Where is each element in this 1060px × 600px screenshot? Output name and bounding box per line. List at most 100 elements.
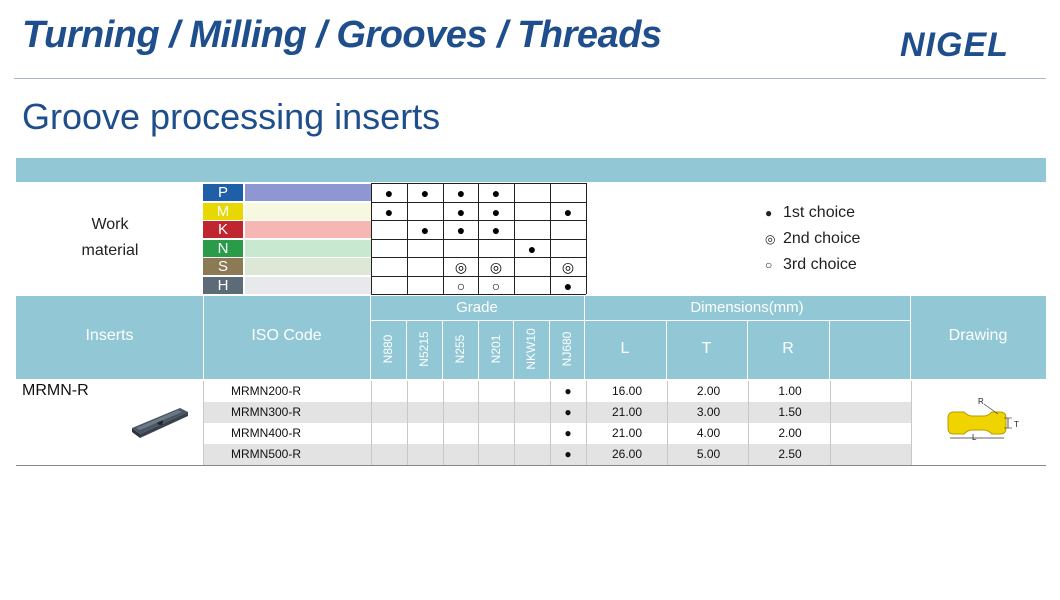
dim-l-cell: 21.00: [611, 405, 643, 419]
grade-nj680: NJ680: [560, 331, 574, 367]
iso-code-cell: MRMN400-R: [231, 426, 302, 440]
insert-name: MRMN-R: [22, 382, 89, 399]
page-header-title: Turning / Milling / Grooves / Threads: [22, 14, 662, 56]
grid-vline: [371, 183, 372, 294]
grade-n880: N880: [381, 334, 395, 364]
col-drawing: Drawing: [948, 327, 1008, 344]
table-grid-vline: [748, 381, 749, 465]
grade-mark: ○: [456, 277, 466, 294]
material-color-bar: [245, 239, 371, 257]
grade-mark: ●: [563, 277, 573, 294]
grade-mark: ●: [491, 203, 501, 220]
material-code-s: S: [203, 258, 243, 275]
iso-code-cell: MRMN500-R: [231, 447, 302, 461]
material-code-m: M: [203, 202, 243, 220]
grade-mark: ●: [456, 185, 466, 201]
material-color-bar: [245, 202, 371, 220]
nj680-mark-cell: ●: [564, 426, 572, 440]
col-grade: Grade: [456, 299, 498, 316]
table-row: MRMN200-R ● 16.00 2.00 1.00: [203, 381, 911, 402]
grid-hline: [371, 294, 586, 295]
table-grid-vline: [203, 381, 204, 465]
grade-n255: N255: [453, 334, 467, 364]
dim-r-cell: 1.50: [778, 405, 802, 419]
grade-mark: ●: [384, 203, 394, 220]
table-grid-vline: [407, 381, 408, 465]
legend-third-choice: ○ 3rd choice: [765, 256, 857, 274]
grade-mark: ●: [491, 222, 501, 238]
work-material-label-line2: material: [81, 242, 139, 259]
grid-vline: [514, 183, 515, 294]
drawing-label-l: L: [972, 433, 977, 442]
table-row: MRMN400-R ● 21.00 4.00 2.00: [203, 423, 911, 444]
dim-t-cell: 3.00: [696, 405, 721, 419]
grade-mark: ●: [491, 185, 501, 201]
col-dimensions: Dimensions(mm): [690, 299, 804, 316]
grade-n5215: N5215: [417, 331, 431, 367]
grid-vline: [478, 183, 479, 294]
grade-mark: ○: [491, 277, 501, 294]
grid-vline: [586, 183, 587, 294]
drawing-label-t: T: [1014, 420, 1019, 429]
grade-mark: ◎: [561, 259, 575, 275]
grade-mark: ●: [420, 222, 430, 238]
dim-t-cell: 4.00: [696, 426, 721, 440]
header-divider: [14, 78, 1046, 79]
legend-symbol: ●: [765, 206, 773, 220]
table-grid-vline: [667, 381, 668, 465]
dim-l: L: [620, 340, 630, 357]
legend-symbol: ◎: [765, 232, 776, 246]
table-grid-vline: [586, 381, 587, 465]
grid-vline: [407, 183, 408, 294]
legend-text: 2nd choice: [783, 230, 861, 247]
work-material-label-line1: Work: [91, 216, 129, 233]
grid-vline: [550, 183, 551, 294]
insert-image: [132, 408, 188, 438]
nj680-mark-cell: ●: [564, 447, 572, 461]
grade-mark: ◎: [454, 259, 468, 275]
page-subtitle: Groove processing inserts: [22, 96, 441, 137]
grade-mark: ●: [563, 203, 573, 220]
nj680-mark-cell: ●: [564, 384, 572, 398]
dim-r-cell: 2.50: [778, 447, 802, 461]
legend-symbol: ○: [765, 258, 773, 272]
grade-mark: ●: [456, 222, 466, 238]
table-grid-vline: [911, 381, 912, 465]
table-row: MRMN300-R ● 21.00 3.00 1.50: [203, 402, 911, 423]
material-code-p: P: [203, 184, 243, 201]
dim-t-cell: 5.00: [696, 447, 721, 461]
dim-r: R: [782, 340, 794, 357]
dim-r-cell: 1.00: [778, 384, 802, 398]
table-bottom-border: [16, 465, 1046, 466]
material-code-n: N: [203, 239, 243, 257]
material-color-bar: [245, 221, 371, 238]
table-grid-vline: [443, 381, 444, 465]
dim-l-cell: 26.00: [611, 447, 643, 461]
nj680-mark-cell: ●: [564, 405, 572, 419]
legend-first-choice: ● 1st choice: [765, 204, 855, 222]
top-header-band: [16, 158, 1046, 182]
dim-t: T: [701, 340, 712, 357]
material-code-h: H: [203, 276, 243, 294]
table-grid-vline: [830, 381, 831, 465]
table-row: MRMN500-R ● 26.00 5.00 2.50: [203, 444, 911, 465]
groove-insert-drawing: R T L: [947, 397, 1019, 442]
col-iso-code: ISO Code: [251, 327, 322, 344]
material-color-bar: [245, 276, 371, 294]
grade-nkw10: NKW10: [524, 328, 538, 370]
grade-n201: N201: [489, 334, 503, 364]
table-grid-vline: [550, 381, 551, 465]
dim-l-cell: 21.00: [611, 426, 643, 440]
table-grid-vline: [371, 381, 372, 465]
material-color-bar: [245, 184, 371, 201]
grade-mark: ●: [420, 185, 430, 201]
legend-second-choice: ◎ 2nd choice: [765, 230, 860, 248]
table-grid-vline: [478, 381, 479, 465]
col-inserts: Inserts: [85, 327, 134, 344]
grade-mark: ◎: [489, 259, 503, 275]
material-code-k: K: [203, 221, 243, 238]
dim-l-cell: 16.00: [611, 384, 643, 398]
grade-mark: ●: [456, 203, 466, 220]
material-color-bar: [245, 258, 371, 275]
legend-text: 1st choice: [783, 204, 856, 221]
